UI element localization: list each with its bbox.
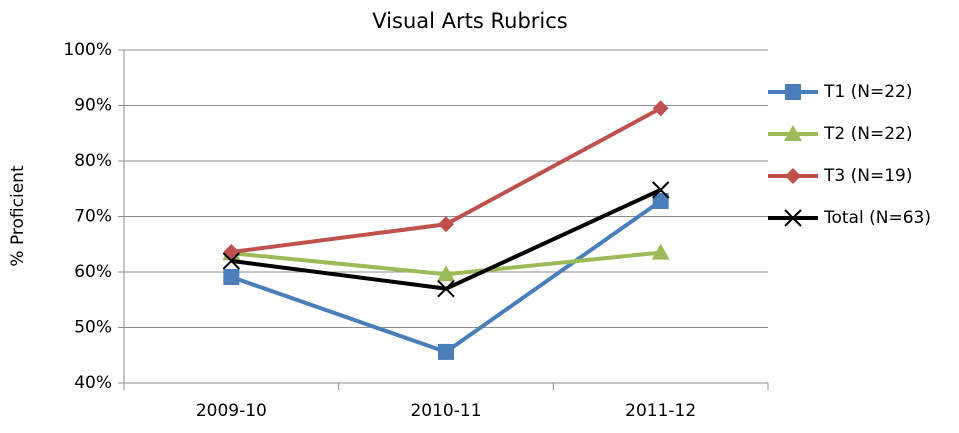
marker [652, 192, 669, 209]
marker [437, 279, 455, 298]
x-tick-label: 2009-10 [196, 401, 267, 421]
x-tick-label: 2011-12 [625, 401, 696, 421]
marker [652, 100, 669, 117]
legend-marker [784, 209, 802, 227]
chart-title: Visual Arts Rubrics [372, 9, 567, 33]
y-axis-title: % Proficient [8, 165, 28, 267]
marker [651, 181, 670, 199]
marker [438, 343, 454, 360]
y-tick-label: 70% [74, 207, 112, 227]
y-tick-label: 60% [74, 262, 112, 282]
legend-marker [784, 125, 802, 141]
legend-label: T2 (N=22) [823, 124, 912, 144]
legend-marker [785, 168, 801, 184]
legend-label: T1 (N=22) [823, 82, 912, 102]
marker [437, 265, 455, 282]
marker [438, 216, 454, 233]
y-tick-label: 40% [74, 373, 112, 393]
x-tick-label: 2010-11 [410, 401, 481, 421]
legend-label: Total (N=63) [823, 208, 931, 228]
marker [222, 252, 241, 270]
marker [651, 243, 670, 260]
y-tick-label: 50% [74, 318, 112, 338]
y-tick-label: 80% [74, 151, 112, 171]
y-tick-label: 90% [74, 96, 112, 116]
legend-marker [785, 84, 801, 100]
y-tick-label: 100% [63, 40, 112, 60]
legend-label: T3 (N=19) [823, 166, 912, 186]
marker [223, 268, 240, 285]
